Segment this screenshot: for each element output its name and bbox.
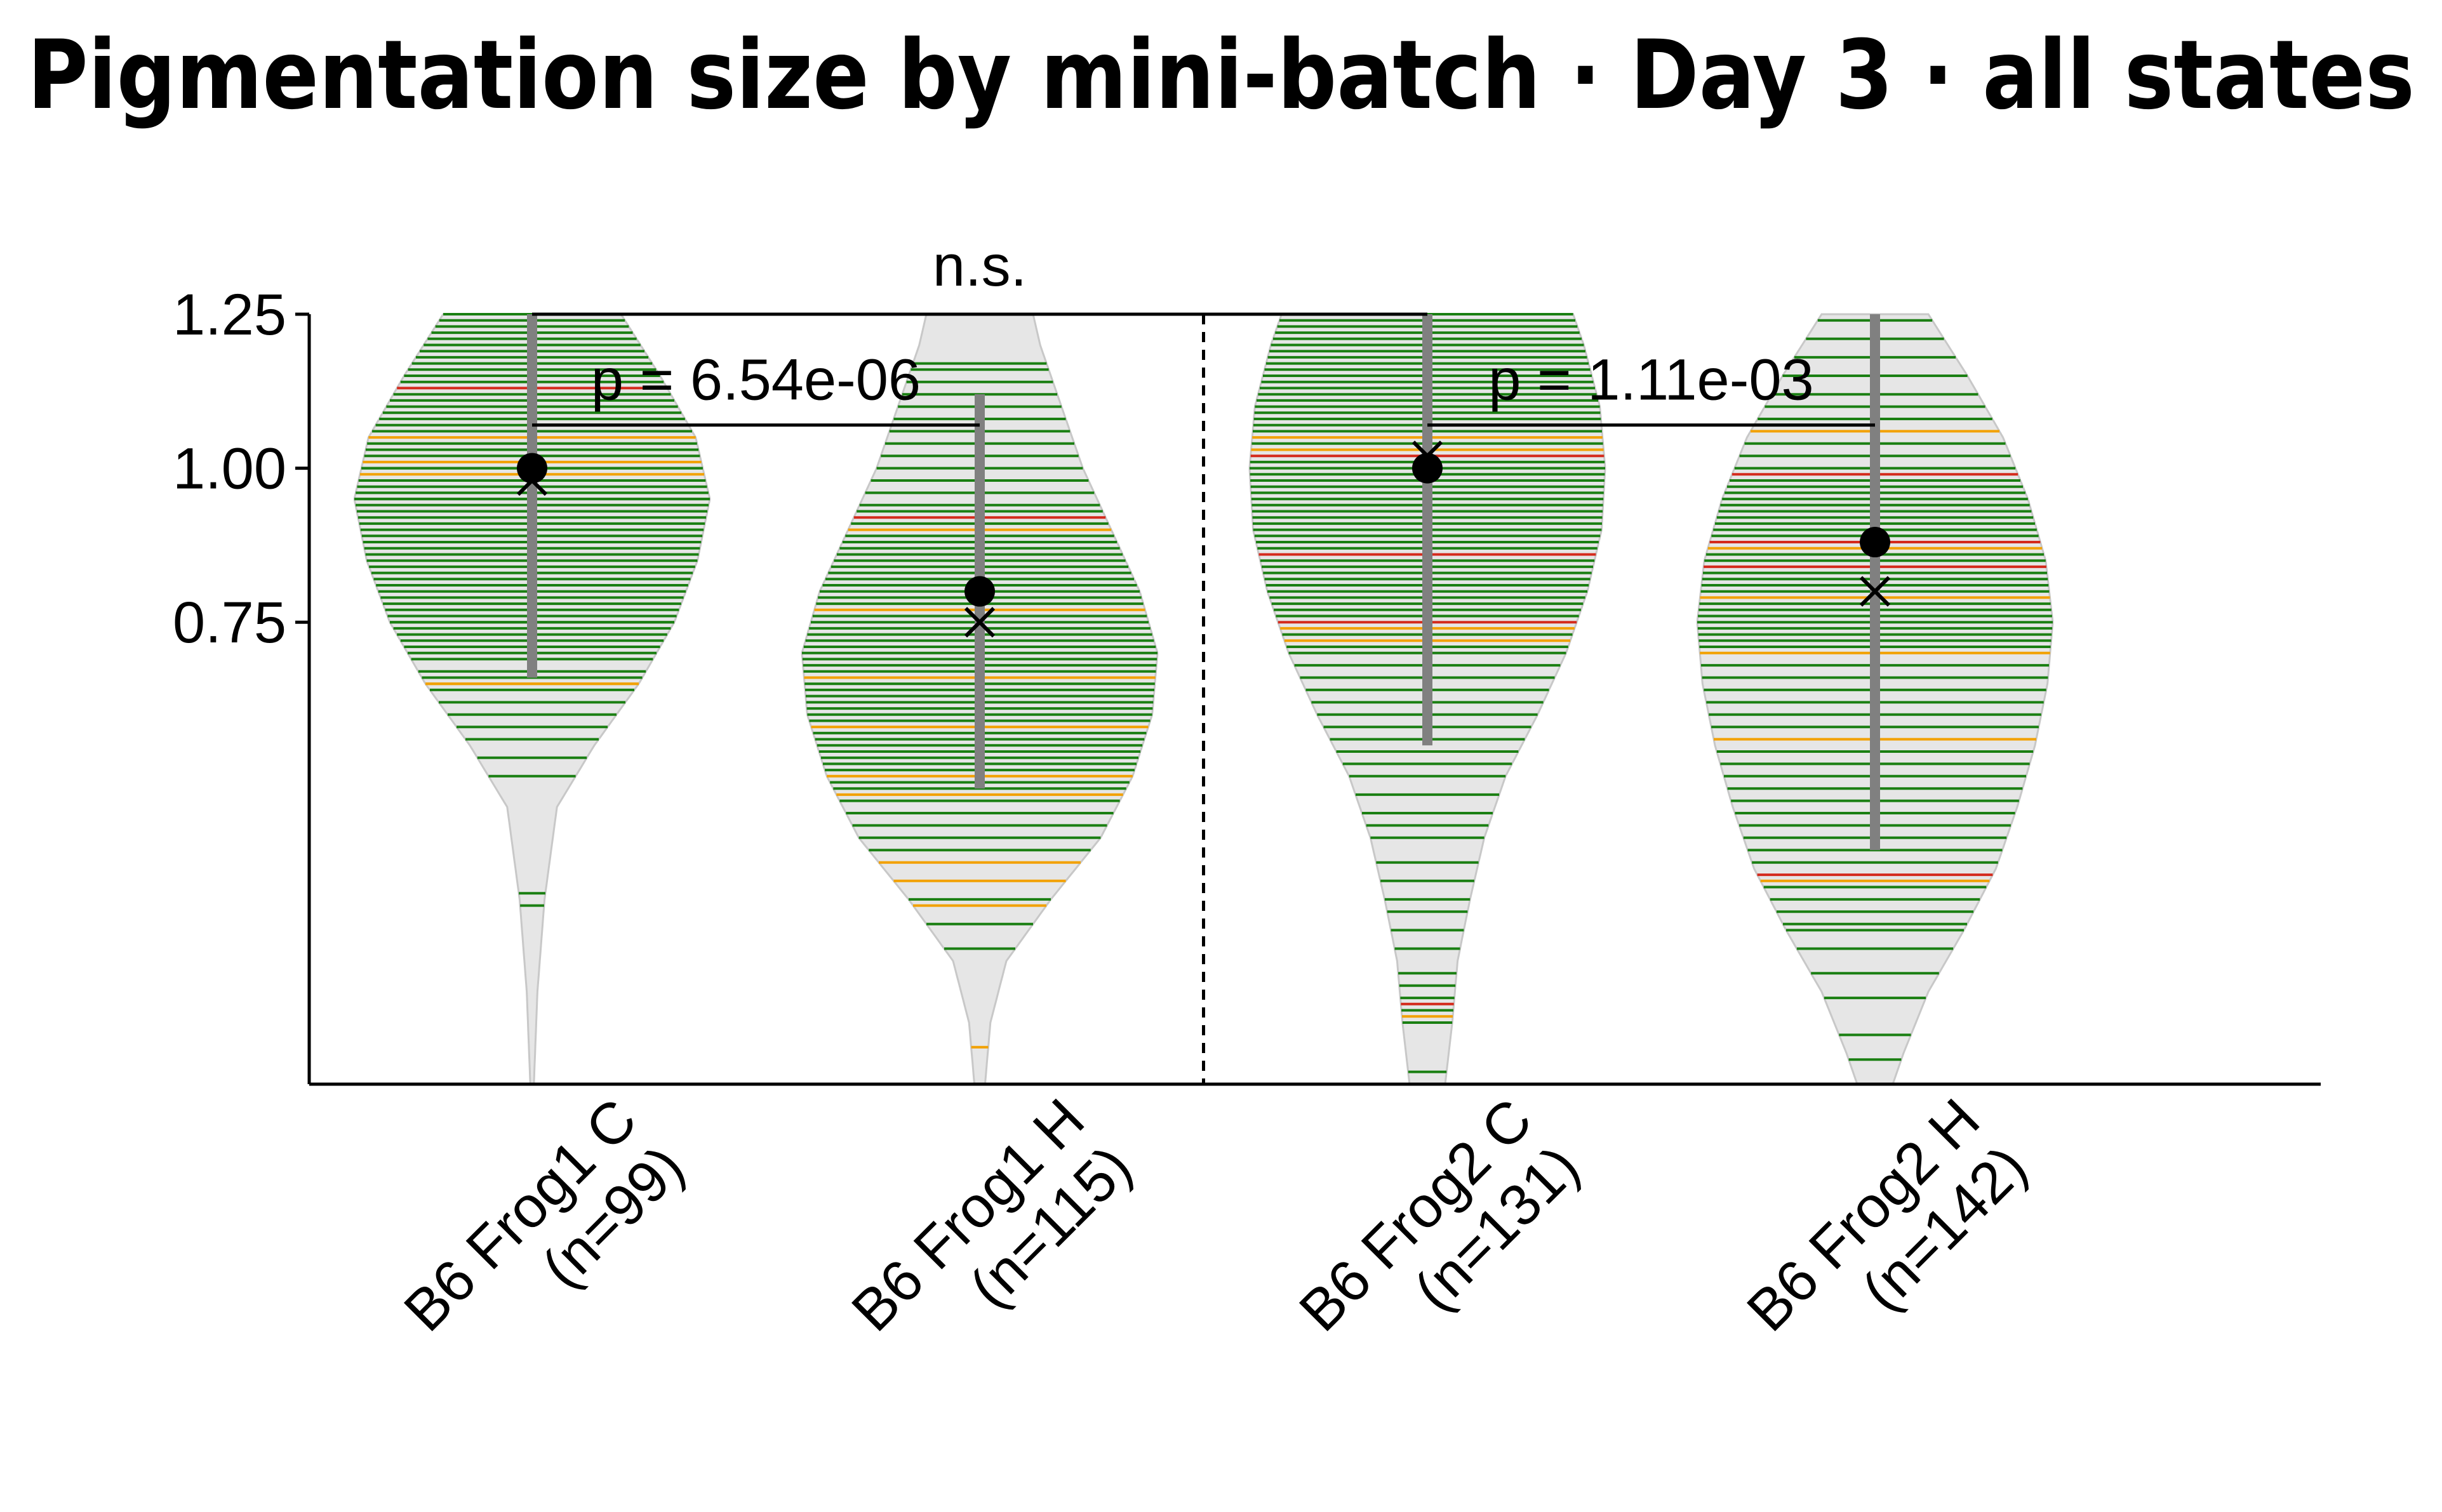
significance-label: p = 6.54e-06 <box>591 348 921 413</box>
violin-group-1: B6 Frog1 C(n=99) <box>353 313 711 1391</box>
category-label: B6 Frog2 C(n=131) <box>1287 1087 1591 1391</box>
median-marker <box>964 607 996 638</box>
median-marker <box>1411 441 1443 472</box>
category-label: B6 Frog2 H(n=142) <box>1735 1087 2039 1391</box>
median-marker <box>1859 576 1891 607</box>
median-marker <box>516 465 548 496</box>
significance-label: p = 1.11e-03 <box>1488 348 1813 413</box>
y-tick-label: 0.75 <box>173 590 286 655</box>
mean-marker <box>1412 453 1443 484</box>
mean-marker <box>1860 527 1890 558</box>
violin-group-2: B6 Frog1 H(n=115) <box>801 313 1159 1391</box>
mean-marker <box>517 453 547 484</box>
category-label: B6 Frog1 C(n=99) <box>392 1087 696 1391</box>
chart-title: Pigmentation size by mini-batch · Day 3 … <box>27 20 2415 131</box>
category-label: B6 Frog1 H(n=115) <box>839 1087 1144 1391</box>
significance-label: n.s. <box>933 234 1027 298</box>
violin-group-3: B6 Frog2 C(n=131) <box>1248 313 1606 1391</box>
violin-group-4: B6 Frog2 H(n=142) <box>1696 313 2054 1391</box>
plot-area: B6 Frog1 C(n=99) B6 Frog1 H(n=115) B6 Frog… <box>173 234 2321 1391</box>
y-tick-label: 1.00 <box>173 437 286 501</box>
y-tick-label: 1.25 <box>173 282 286 347</box>
mean-marker <box>964 576 995 607</box>
